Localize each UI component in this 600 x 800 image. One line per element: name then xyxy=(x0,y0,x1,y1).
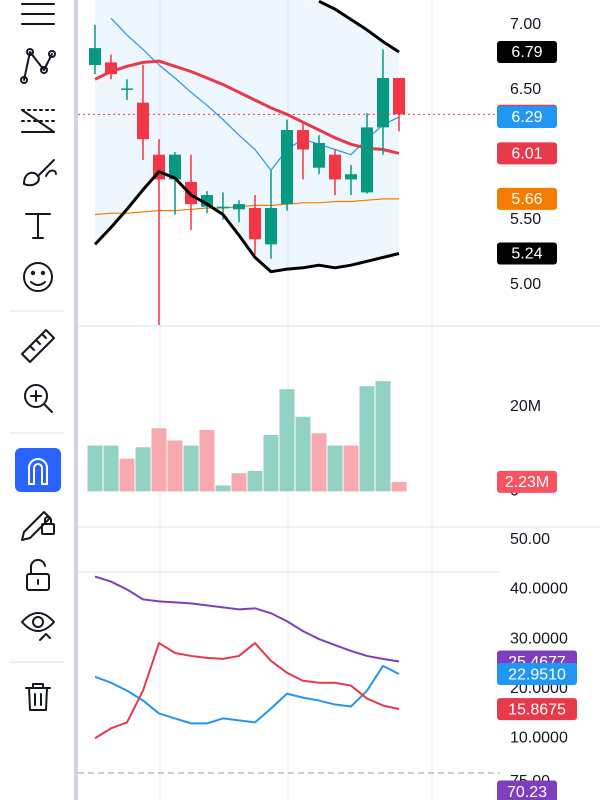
pane-separators xyxy=(78,325,600,774)
volume-bar xyxy=(279,389,295,492)
price-badge-label: 15.8675 xyxy=(508,701,566,718)
candle-body xyxy=(217,206,229,209)
volume-bar xyxy=(183,445,199,492)
line-series xyxy=(94,575,400,663)
text-icon[interactable] xyxy=(25,213,51,239)
candle-body xyxy=(377,78,389,128)
volume-bar xyxy=(135,447,151,492)
price-badge xyxy=(497,698,577,721)
pane: 75.0070.23 xyxy=(497,773,557,800)
eye-icon[interactable] xyxy=(21,612,55,641)
y-tick-label: 7.00 xyxy=(510,16,541,33)
volume-bar xyxy=(231,473,247,492)
price-badge xyxy=(497,106,557,128)
price-badge xyxy=(497,41,557,63)
magnet-icon xyxy=(28,458,48,485)
price-badge xyxy=(497,780,557,800)
volume-bar xyxy=(295,416,311,492)
pane: 10.000020.000030.000040.000050.0025.4677… xyxy=(94,531,577,746)
price-badge xyxy=(497,187,557,210)
magnet-button[interactable] xyxy=(15,448,61,492)
y-tick-label: 5.50 xyxy=(510,211,541,228)
y-tick-label: 50.00 xyxy=(510,531,550,548)
plot: 5.005.506.507.006.796.306.296.015.665.24… xyxy=(78,0,577,800)
volume-bar xyxy=(375,381,391,492)
band-fill xyxy=(95,0,399,272)
volume-bar xyxy=(167,440,183,492)
trash-icon[interactable] xyxy=(25,683,51,711)
price-badge xyxy=(497,242,557,265)
candle-body xyxy=(169,154,181,180)
price-badge xyxy=(497,470,557,493)
volume-bar xyxy=(391,481,407,492)
price-badge-label: 22.9510 xyxy=(508,666,566,683)
candle-body xyxy=(201,195,213,207)
price-badge-label: 5.24 xyxy=(511,246,542,263)
price-badge-label: 6.01 xyxy=(511,146,542,163)
volume-bar xyxy=(103,445,119,492)
volume-bar xyxy=(359,386,375,492)
price-badge-label: 6.79 xyxy=(511,44,542,61)
candle-body xyxy=(233,204,245,210)
price-badge-label: 70.23 xyxy=(507,784,547,800)
emoji-icon[interactable] xyxy=(23,262,53,292)
price-badge xyxy=(497,663,577,686)
y-tick-label: 5.00 xyxy=(510,276,541,293)
y-tick-label: 6.50 xyxy=(510,81,541,98)
line-series xyxy=(110,17,400,171)
line-series xyxy=(94,198,399,216)
volume-bar xyxy=(263,434,279,492)
candle-body xyxy=(297,130,309,150)
candle-body xyxy=(329,154,341,180)
y-tick-label: 30.0000 xyxy=(510,630,568,647)
lock-drawing-icon[interactable] xyxy=(21,511,55,541)
toolbar xyxy=(0,0,78,800)
candle-body xyxy=(393,78,405,115)
candle-body xyxy=(249,208,261,240)
volume-bar xyxy=(343,445,359,492)
pane: 5.005.506.507.006.796.306.296.015.665.24 xyxy=(78,0,557,325)
brush-icon[interactable] xyxy=(23,159,57,187)
line-series xyxy=(94,59,400,155)
price-badge-label: 5.66 xyxy=(511,191,542,208)
price-badge-label: 2.23M xyxy=(505,474,549,491)
volume-bar xyxy=(151,428,167,492)
volume-bar xyxy=(247,471,263,492)
volume-bar xyxy=(311,433,327,492)
zoom-icon[interactable] xyxy=(24,384,53,413)
candle-body xyxy=(281,130,293,205)
candle-body xyxy=(345,174,357,180)
volume-bar xyxy=(215,485,231,492)
pane: 020M2.23M xyxy=(87,381,557,500)
volume-bar xyxy=(87,445,103,492)
fib-icon[interactable] xyxy=(21,109,55,133)
price-badge-label: 6.29 xyxy=(511,109,542,126)
candle-body xyxy=(265,208,277,245)
candle-body xyxy=(121,88,133,90)
menu-icon[interactable] xyxy=(21,3,55,25)
pattern-icon[interactable] xyxy=(20,48,56,84)
toolbar-border xyxy=(74,0,78,800)
line-series xyxy=(94,664,400,725)
lock-icon[interactable] xyxy=(26,558,50,591)
price-badge xyxy=(497,142,557,165)
volume-bar xyxy=(119,458,135,492)
line-series xyxy=(318,0,400,54)
candle-body xyxy=(89,48,101,65)
candle-body xyxy=(105,62,117,75)
y-tick-label: 20M xyxy=(510,398,541,415)
candle-body xyxy=(313,143,325,168)
volume-bar xyxy=(327,445,343,492)
volume-bar xyxy=(199,429,215,492)
line-series xyxy=(94,642,400,740)
y-tick-label: 10.0000 xyxy=(510,729,568,746)
y-tick-label: 40.0000 xyxy=(510,581,568,598)
candle-body xyxy=(137,102,149,140)
ruler-icon[interactable] xyxy=(21,329,55,363)
candle-body xyxy=(361,127,373,193)
line-series xyxy=(93,170,400,274)
